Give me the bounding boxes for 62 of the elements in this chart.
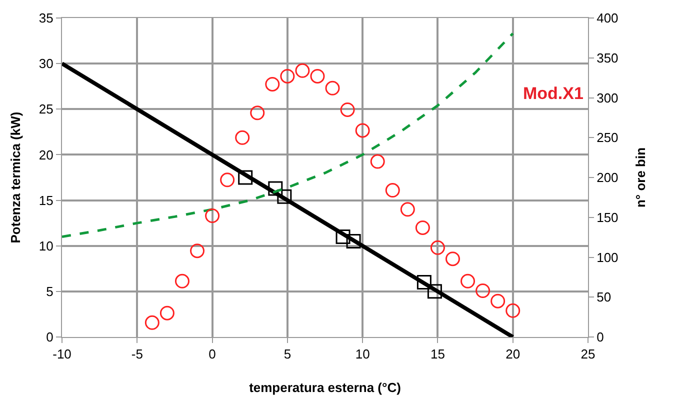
y-axis-title: Potenza termica (kW) xyxy=(8,112,23,244)
y2-axis-title: n° ore bin xyxy=(632,147,648,208)
y2-tick-label: 0 xyxy=(596,330,604,345)
y-tick-label: 25 xyxy=(38,102,54,117)
y-tick-label: 35 xyxy=(38,10,54,26)
point xyxy=(385,183,400,198)
point xyxy=(370,154,385,169)
x-tick-label: -5 xyxy=(131,346,143,362)
y-tick-label: 30 xyxy=(38,56,54,72)
y-tick-label: 0 xyxy=(46,330,54,345)
y2-tick-label: 250 xyxy=(596,130,618,146)
point xyxy=(400,202,415,217)
point xyxy=(310,68,325,84)
point xyxy=(238,170,253,185)
point xyxy=(506,303,520,318)
point xyxy=(427,284,442,299)
point xyxy=(340,102,355,117)
point xyxy=(280,68,295,84)
y2-tick-label: 100 xyxy=(596,250,618,265)
point xyxy=(325,80,340,96)
point xyxy=(336,229,350,244)
x-tick-label: 5 xyxy=(284,346,292,362)
point xyxy=(174,274,190,288)
x-tick-label: 25 xyxy=(580,346,596,362)
y2-tick-label: 150 xyxy=(596,210,618,225)
y-tick-label: 5 xyxy=(46,284,54,299)
y2-tick-label: 50 xyxy=(596,290,612,305)
x-tick-label: 10 xyxy=(355,346,370,362)
y2-tick-label: 200 xyxy=(596,170,618,186)
point xyxy=(460,274,476,288)
point xyxy=(355,123,370,138)
point xyxy=(277,189,292,204)
x-tick-label: 20 xyxy=(506,346,520,362)
point xyxy=(476,284,490,298)
y-tick-label: 15 xyxy=(38,192,54,208)
y2-tick-label: 300 xyxy=(596,90,618,106)
point xyxy=(490,294,506,308)
line-series xyxy=(62,32,514,238)
x-tick-label: 15 xyxy=(430,346,445,362)
x-axis-title: temperatura esterna (°C) xyxy=(249,380,401,396)
point xyxy=(445,252,460,266)
point xyxy=(346,234,361,249)
point xyxy=(430,240,445,255)
annotation: Mod.X1 xyxy=(523,84,584,103)
y2-tick-label: 400 xyxy=(596,10,618,26)
point xyxy=(416,275,432,290)
point xyxy=(250,106,265,120)
x-tick-label: -10 xyxy=(52,346,72,362)
y-tick-label: 10 xyxy=(38,238,54,254)
point xyxy=(295,63,310,78)
point xyxy=(144,315,160,330)
point xyxy=(190,244,205,258)
y-tick-label: 20 xyxy=(38,147,54,162)
point xyxy=(205,208,220,224)
point xyxy=(235,130,250,145)
point xyxy=(220,172,235,188)
point xyxy=(268,181,283,196)
point xyxy=(415,220,430,235)
point xyxy=(265,76,280,92)
point xyxy=(160,306,174,320)
x-tick-label: 0 xyxy=(208,346,216,362)
y2-tick-label: 350 xyxy=(596,50,618,66)
